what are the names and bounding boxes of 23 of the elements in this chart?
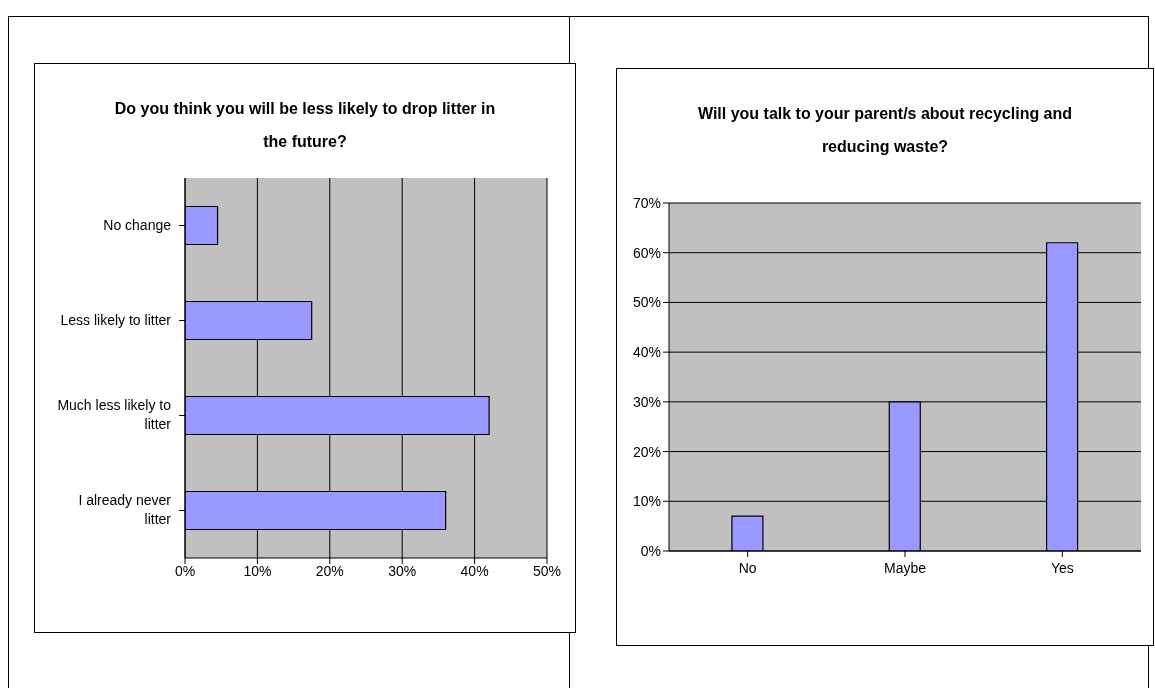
y-tick-label: 40%: [632, 344, 661, 361]
y-tick-label: I already never litter: [78, 491, 172, 527]
x-tick-label: 10%: [243, 562, 272, 579]
x-tick-label: 20%: [315, 562, 344, 579]
y-tick-label: 20%: [632, 443, 661, 460]
chart-title: Will you talk to your parent/s about recycling and reducing waste?: [696, 104, 1074, 157]
x-tick-label: Yes: [1050, 560, 1074, 576]
x-tick-label: 50%: [532, 562, 562, 579]
y-tick-label: 60%: [632, 244, 661, 261]
y-tick-label: No change: [103, 216, 172, 233]
chart-title: Do you think you will be less likely to drop litter in the future?: [113, 99, 497, 152]
y-tick-label: 10%: [632, 493, 661, 510]
x-tick-label: Maybe: [883, 560, 927, 576]
x-tick-label: 30%: [388, 562, 417, 579]
y-tick-label: 0%: [640, 542, 661, 559]
y-tick-label: Much less likely to litter: [57, 396, 172, 432]
x-tick-label: 0%: [174, 562, 196, 579]
y-tick-label: Less likely to litter: [60, 311, 172, 328]
y-tick-label: 30%: [632, 393, 661, 410]
x-tick-label: No: [738, 560, 757, 576]
y-tick-label: 70%: [632, 194, 661, 211]
x-tick-label: 40%: [460, 562, 489, 579]
y-tick-label: 50%: [632, 294, 661, 311]
